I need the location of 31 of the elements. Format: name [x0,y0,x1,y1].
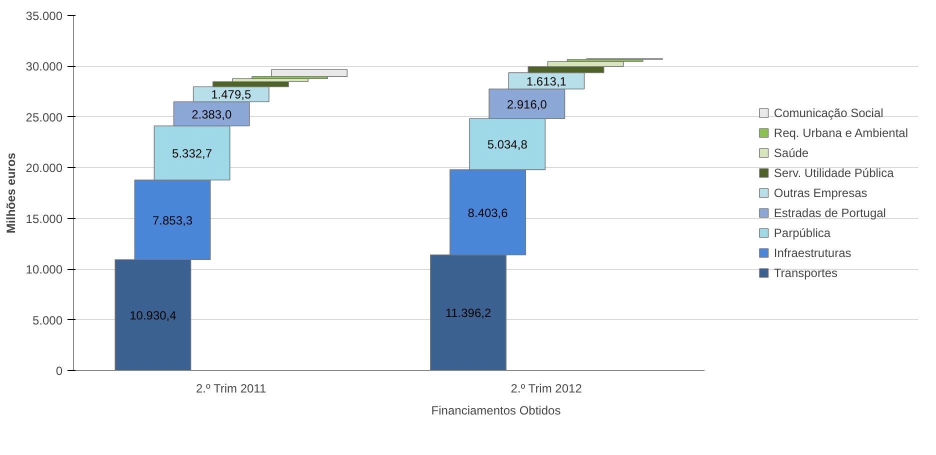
data-label: 1.479,5 [211,88,252,102]
data-label: 10.930,4 [130,308,177,323]
data-label: 5.332,7 [172,146,212,160]
legend-label: Comunicação Social [774,106,884,120]
y-tick-label: 0 [56,364,63,378]
data-label: 2.383,0 [192,107,232,122]
data-label: 5.034,8 [487,138,528,152]
legend-label: Saúde [774,146,809,160]
legend-label: Estradas de Portugal [774,206,886,220]
y-tick-label: 10.000 [26,262,63,277]
y-tick-label: 30.000 [26,60,63,74]
y-axis-title: Milhões euros [4,152,18,234]
x-tick-label: 2.º Trim 2011 [196,382,266,396]
x-axis-title: Financiamentos Obtidos [431,404,561,418]
y-tick-label: 15.000 [26,212,63,226]
legend-label: Serv. Utilidade Pública [774,166,894,180]
data-label: 8.403,6 [468,206,508,220]
data-label: 1.613,1 [526,74,567,88]
y-tick-label: 35.000 [26,9,63,23]
data-label: 11.396,2 [445,306,492,320]
data-label: 7.853,3 [152,213,193,228]
y-tick-label: 5.000 [32,313,63,328]
data-label: 2.916,0 [506,97,548,112]
y-tick-label: 25.000 [26,110,63,124]
legend-label: Req. Urbana e Ambiental [774,126,908,140]
legend-label: Transportes [774,266,838,280]
y-tick-label: 20.000 [26,161,63,176]
x-tick-label: 2.º Trim 2012 [510,382,582,396]
legend-label: Outras Empresas [774,186,868,200]
legend-label: Infraestruturas [774,246,852,260]
legend-label: Parpública [774,226,831,240]
